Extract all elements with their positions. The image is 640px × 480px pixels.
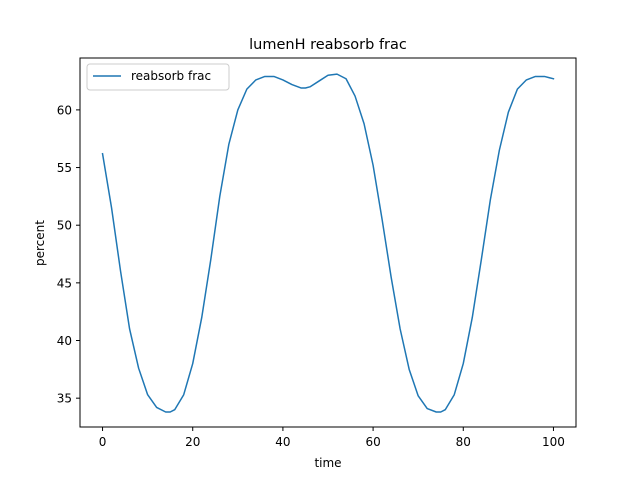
x-axis: 0 20 40 60 80 100 [99, 427, 565, 449]
y-axis: 35 40 45 50 55 60 [57, 103, 80, 406]
x-tick-label: 80 [456, 435, 471, 449]
legend-box [86, 63, 230, 91]
y-tick-label: 60 [57, 103, 72, 117]
y-tick-label: 55 [57, 161, 72, 175]
x-tick-label: 0 [99, 435, 107, 449]
x-tick-label: 40 [275, 435, 290, 449]
axes-frame [79, 57, 577, 428]
y-tick-label: 35 [57, 392, 72, 406]
y-axis-label: percent [33, 220, 47, 266]
series-line-0 [101, 73, 555, 413]
y-tick-label: 45 [57, 276, 72, 290]
x-tick-label: 100 [542, 435, 565, 449]
x-tick-label: 20 [185, 435, 200, 449]
chart-title: lumenH reabsorb frac [249, 37, 407, 53]
y-tick-label: 40 [57, 334, 72, 348]
plot-area [101, 73, 555, 413]
x-tick-label: 60 [365, 435, 380, 449]
legend: reabsorb frac [86, 63, 230, 91]
x-axis-label: time [314, 456, 341, 470]
legend-label: reabsorb frac [131, 69, 211, 83]
y-tick-label: 50 [57, 219, 72, 233]
